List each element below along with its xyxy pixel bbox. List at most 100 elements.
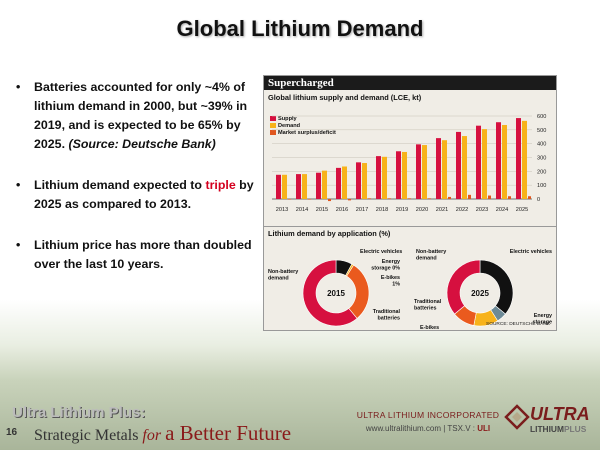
brand-line-1: Ultra Lithium Plus: bbox=[12, 404, 146, 421]
bar-demand bbox=[302, 174, 307, 199]
legend-item: Demand bbox=[270, 123, 336, 130]
donut-slice bbox=[302, 259, 358, 327]
bar-demand bbox=[442, 140, 447, 199]
bar-supply bbox=[316, 172, 321, 199]
bar-surplus bbox=[288, 199, 291, 200]
donut-subtitle: Lithium demand by application (%) bbox=[268, 229, 391, 238]
donut-label: Energy storage bbox=[533, 313, 552, 325]
y-tick-label: 100 bbox=[537, 183, 546, 189]
donut-slice bbox=[446, 259, 481, 315]
y-tick-label: 500 bbox=[537, 128, 546, 134]
bar-supply bbox=[436, 138, 441, 199]
footer-brand: Ultra Lithium Plus: Strategic Metals for… bbox=[12, 404, 291, 446]
donut-label: Traditional batteries bbox=[414, 299, 442, 311]
bar-demand bbox=[322, 170, 327, 199]
bar-supply bbox=[376, 156, 381, 199]
bar-surplus bbox=[348, 199, 351, 201]
legend-swatch bbox=[270, 123, 276, 129]
company-name: ULTRA LITHIUM INCORPORATED bbox=[356, 410, 500, 420]
page-number: 16 bbox=[6, 427, 18, 438]
legend-swatch bbox=[270, 116, 276, 122]
bar-supply bbox=[336, 167, 341, 199]
donut-section: Lithium demand by application (%) 2015 No… bbox=[264, 226, 556, 331]
donut-label-line: Energy bbox=[534, 313, 552, 319]
donut-label-line: Electric vehicles bbox=[510, 249, 552, 255]
bar-surplus bbox=[528, 196, 531, 199]
bar-demand bbox=[522, 120, 527, 199]
x-tick-label: 2014 bbox=[296, 207, 308, 213]
bar-supply bbox=[416, 144, 421, 199]
logo-plus: PLUS bbox=[563, 424, 587, 434]
legend-label: Demand bbox=[278, 123, 301, 129]
company-contact: www.ultralithium.com | TSX.V : ULI bbox=[352, 424, 504, 433]
x-tick-label: 2024 bbox=[496, 207, 508, 213]
bar-chart: 0 100 200 300 400 500 600 2013 2014 2015 2016 2017 2… bbox=[272, 114, 546, 213]
logo-text-bottom: LITHIUMPLUS bbox=[530, 424, 586, 434]
donut-label-line: Energy bbox=[382, 259, 400, 265]
bar-surplus bbox=[408, 198, 411, 199]
bar-supply bbox=[276, 174, 281, 199]
bullet-item: • Batteries accounted for only ~4% of lit… bbox=[14, 78, 254, 154]
bullet-text: Lithium demand expected to bbox=[34, 178, 206, 192]
donut-label-line: batteries bbox=[378, 315, 400, 321]
bar-supply bbox=[296, 174, 301, 199]
bullet-text: Batteries accounted for only ~4% of lith… bbox=[34, 80, 248, 151]
bar-supply bbox=[496, 122, 501, 199]
bar-supply bbox=[476, 125, 481, 199]
bar-chart-subtitle: Global lithium supply and demand (LCE, k… bbox=[268, 93, 422, 102]
donut-label-line: Traditional bbox=[414, 299, 442, 305]
bar-surplus bbox=[368, 198, 371, 199]
y-tick-label: 600 bbox=[537, 114, 546, 120]
bar-surplus bbox=[328, 199, 331, 202]
donut-center-label: 2015 bbox=[327, 289, 345, 298]
bullet-list: • Batteries accounted for only ~4% of lit… bbox=[14, 78, 254, 296]
bar-surplus bbox=[508, 196, 511, 199]
bar-supply bbox=[516, 118, 521, 199]
x-tick-label: 2022 bbox=[456, 207, 468, 213]
brand-better-future: a Better Future bbox=[165, 421, 292, 445]
donut-label-line: storage bbox=[533, 319, 552, 325]
bullet-text: triple bbox=[205, 178, 236, 192]
legend-item: Market surplus/deficit bbox=[270, 130, 336, 137]
legend-item: Supply bbox=[270, 116, 336, 123]
bar-surplus bbox=[448, 196, 451, 199]
bar-supply bbox=[396, 151, 401, 199]
donut-label-line: storage 0% bbox=[371, 265, 400, 271]
slide-title: Global Lithium Demand bbox=[176, 16, 424, 41]
bullet-item: • Lithium demand expected to triple by 20… bbox=[14, 176, 254, 214]
donut-label-line: 1% bbox=[392, 281, 400, 287]
x-tick-label: 2015 bbox=[316, 207, 328, 213]
y-tick-label: 400 bbox=[537, 142, 546, 148]
bar-demand bbox=[402, 151, 407, 199]
bar-demand bbox=[362, 163, 367, 199]
x-tick-label: 2020 bbox=[416, 207, 428, 213]
bar-surplus bbox=[388, 198, 391, 199]
donut-label-line: Non-battery bbox=[268, 269, 298, 275]
bar-demand bbox=[422, 145, 427, 199]
donut-label: Electric vehicles bbox=[360, 249, 402, 255]
website-link[interactable]: www.ultralithium.com bbox=[365, 424, 442, 433]
bar-legend: Supply Demand Market surplus/deficit bbox=[270, 116, 336, 137]
donut-label: E-bikes bbox=[420, 325, 439, 331]
donut-label-line: Electric vehicles bbox=[360, 249, 402, 255]
logo-text-top: ULTRA bbox=[530, 404, 590, 424]
donut-slice bbox=[479, 259, 514, 315]
donut-label-line: E-bikes bbox=[420, 325, 439, 331]
company-logo: ULTRA LITHIUMPLUS bbox=[504, 400, 594, 446]
donut-label-line: Non-battery bbox=[416, 249, 446, 255]
donut-center-label: 2025 bbox=[471, 289, 489, 298]
logo-mark-icon bbox=[504, 404, 530, 430]
donut-label: Electric vehicles bbox=[510, 249, 552, 255]
x-tick-label: 2021 bbox=[436, 207, 448, 213]
bullet-glyph: • bbox=[16, 178, 21, 192]
bar-surplus bbox=[428, 198, 431, 199]
donut-label-line: E-bikes bbox=[381, 275, 400, 281]
x-tick-label: 2019 bbox=[396, 207, 408, 213]
figure-header: Supercharged bbox=[264, 76, 556, 90]
bullet-glyph: • bbox=[16, 80, 21, 94]
bar-demand bbox=[482, 129, 487, 199]
x-tick-label: 2013 bbox=[276, 207, 288, 213]
donut-label-line: batteries bbox=[414, 305, 436, 311]
bar-surplus bbox=[468, 194, 471, 199]
brand-for: for bbox=[142, 427, 162, 444]
